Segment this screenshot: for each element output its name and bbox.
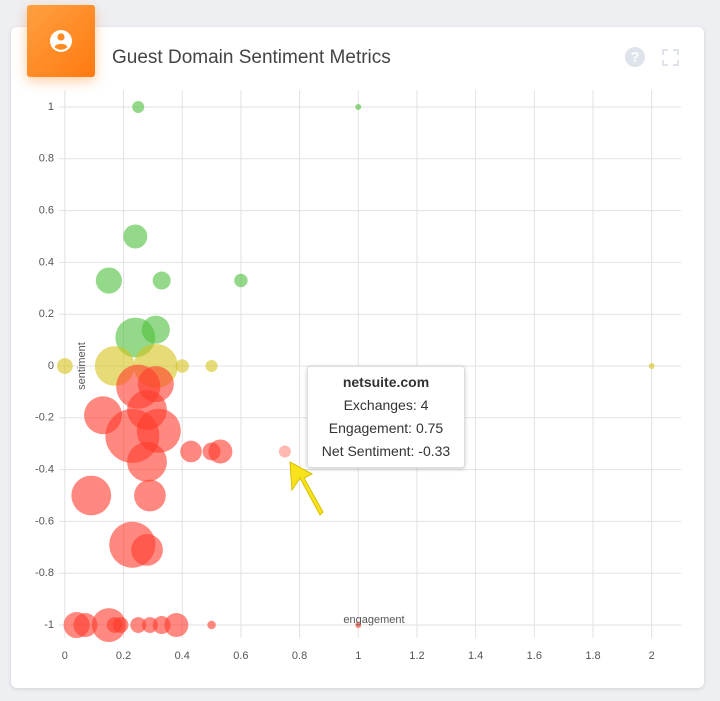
y-tick-label: -1 bbox=[44, 619, 54, 631]
x-tick-label: 1.2 bbox=[409, 650, 424, 662]
bubble bbox=[278, 445, 291, 458]
y-tick-label: 0.6 bbox=[39, 204, 54, 216]
arrow bbox=[289, 461, 324, 516]
x-tick-label: 2 bbox=[649, 650, 655, 662]
card-icon bbox=[27, 5, 95, 77]
bubble bbox=[207, 620, 216, 630]
y-tick-label: -0.2 bbox=[35, 412, 54, 424]
fullscreen-button[interactable] bbox=[662, 49, 679, 66]
tooltip-line: Exchanges: 4 bbox=[343, 397, 429, 413]
x-axis-label: engagement bbox=[343, 614, 404, 626]
tooltip-line: Engagement: 0.75 bbox=[328, 420, 444, 436]
bubble bbox=[180, 440, 202, 463]
help-icon: ? bbox=[631, 49, 640, 65]
bubble bbox=[175, 359, 189, 373]
bubble bbox=[152, 271, 171, 290]
y-tick-label: -0.4 bbox=[35, 464, 54, 476]
bubble bbox=[131, 534, 163, 566]
icon-svg bbox=[50, 30, 72, 52]
bubble bbox=[95, 267, 122, 294]
y-tick-label: 0 bbox=[48, 360, 54, 372]
y-tick-label: 1 bbox=[48, 101, 54, 113]
bubble bbox=[164, 613, 189, 638]
x-tick-label: 0.8 bbox=[292, 650, 307, 662]
tooltip-line: Net Sentiment: -0.33 bbox=[321, 443, 451, 459]
x-tick-label: 0.2 bbox=[116, 650, 131, 662]
x-tick-label: 0.6 bbox=[233, 650, 248, 662]
tooltip-title: netsuite.com bbox=[342, 374, 430, 390]
bubble bbox=[355, 622, 362, 629]
x-tick-label: 0.4 bbox=[175, 650, 190, 662]
x-tick-label: 0 bbox=[62, 650, 68, 662]
help-button[interactable] bbox=[625, 47, 645, 67]
x-tick-label: 1.8 bbox=[585, 650, 600, 662]
y-tick-label: -0.8 bbox=[35, 567, 54, 579]
bubble bbox=[205, 360, 218, 372]
bubble bbox=[123, 224, 148, 249]
bubble bbox=[71, 475, 112, 516]
y-axis-label: sentiment bbox=[76, 342, 88, 390]
bubble bbox=[234, 273, 248, 288]
bubble bbox=[141, 315, 170, 344]
y-tick-label: 0.4 bbox=[39, 256, 54, 268]
y-tick-label: -0.6 bbox=[35, 515, 54, 527]
bubble bbox=[134, 479, 166, 512]
x-tick-label: 1.4 bbox=[468, 650, 483, 662]
bubble bbox=[56, 358, 73, 374]
bubble bbox=[648, 363, 655, 369]
chart-title: Guest Domain Sentiment Metrics bbox=[112, 47, 391, 68]
y-tick-label: 0.2 bbox=[39, 308, 54, 320]
tooltip: netsuite.com Exchanges: 4 Engagement: 0.… bbox=[307, 366, 465, 468]
bubble bbox=[208, 439, 233, 464]
x-tick-label: 1 bbox=[355, 650, 361, 662]
bubble bbox=[136, 408, 181, 453]
bubble bbox=[355, 103, 362, 110]
x-tick-label: 1.6 bbox=[527, 650, 542, 662]
y-tick-label: 0.8 bbox=[39, 153, 54, 165]
bubble bbox=[112, 617, 129, 633]
bubble bbox=[130, 617, 147, 633]
bubble bbox=[73, 613, 98, 638]
bubble bbox=[127, 441, 167, 482]
bubble bbox=[132, 100, 145, 113]
